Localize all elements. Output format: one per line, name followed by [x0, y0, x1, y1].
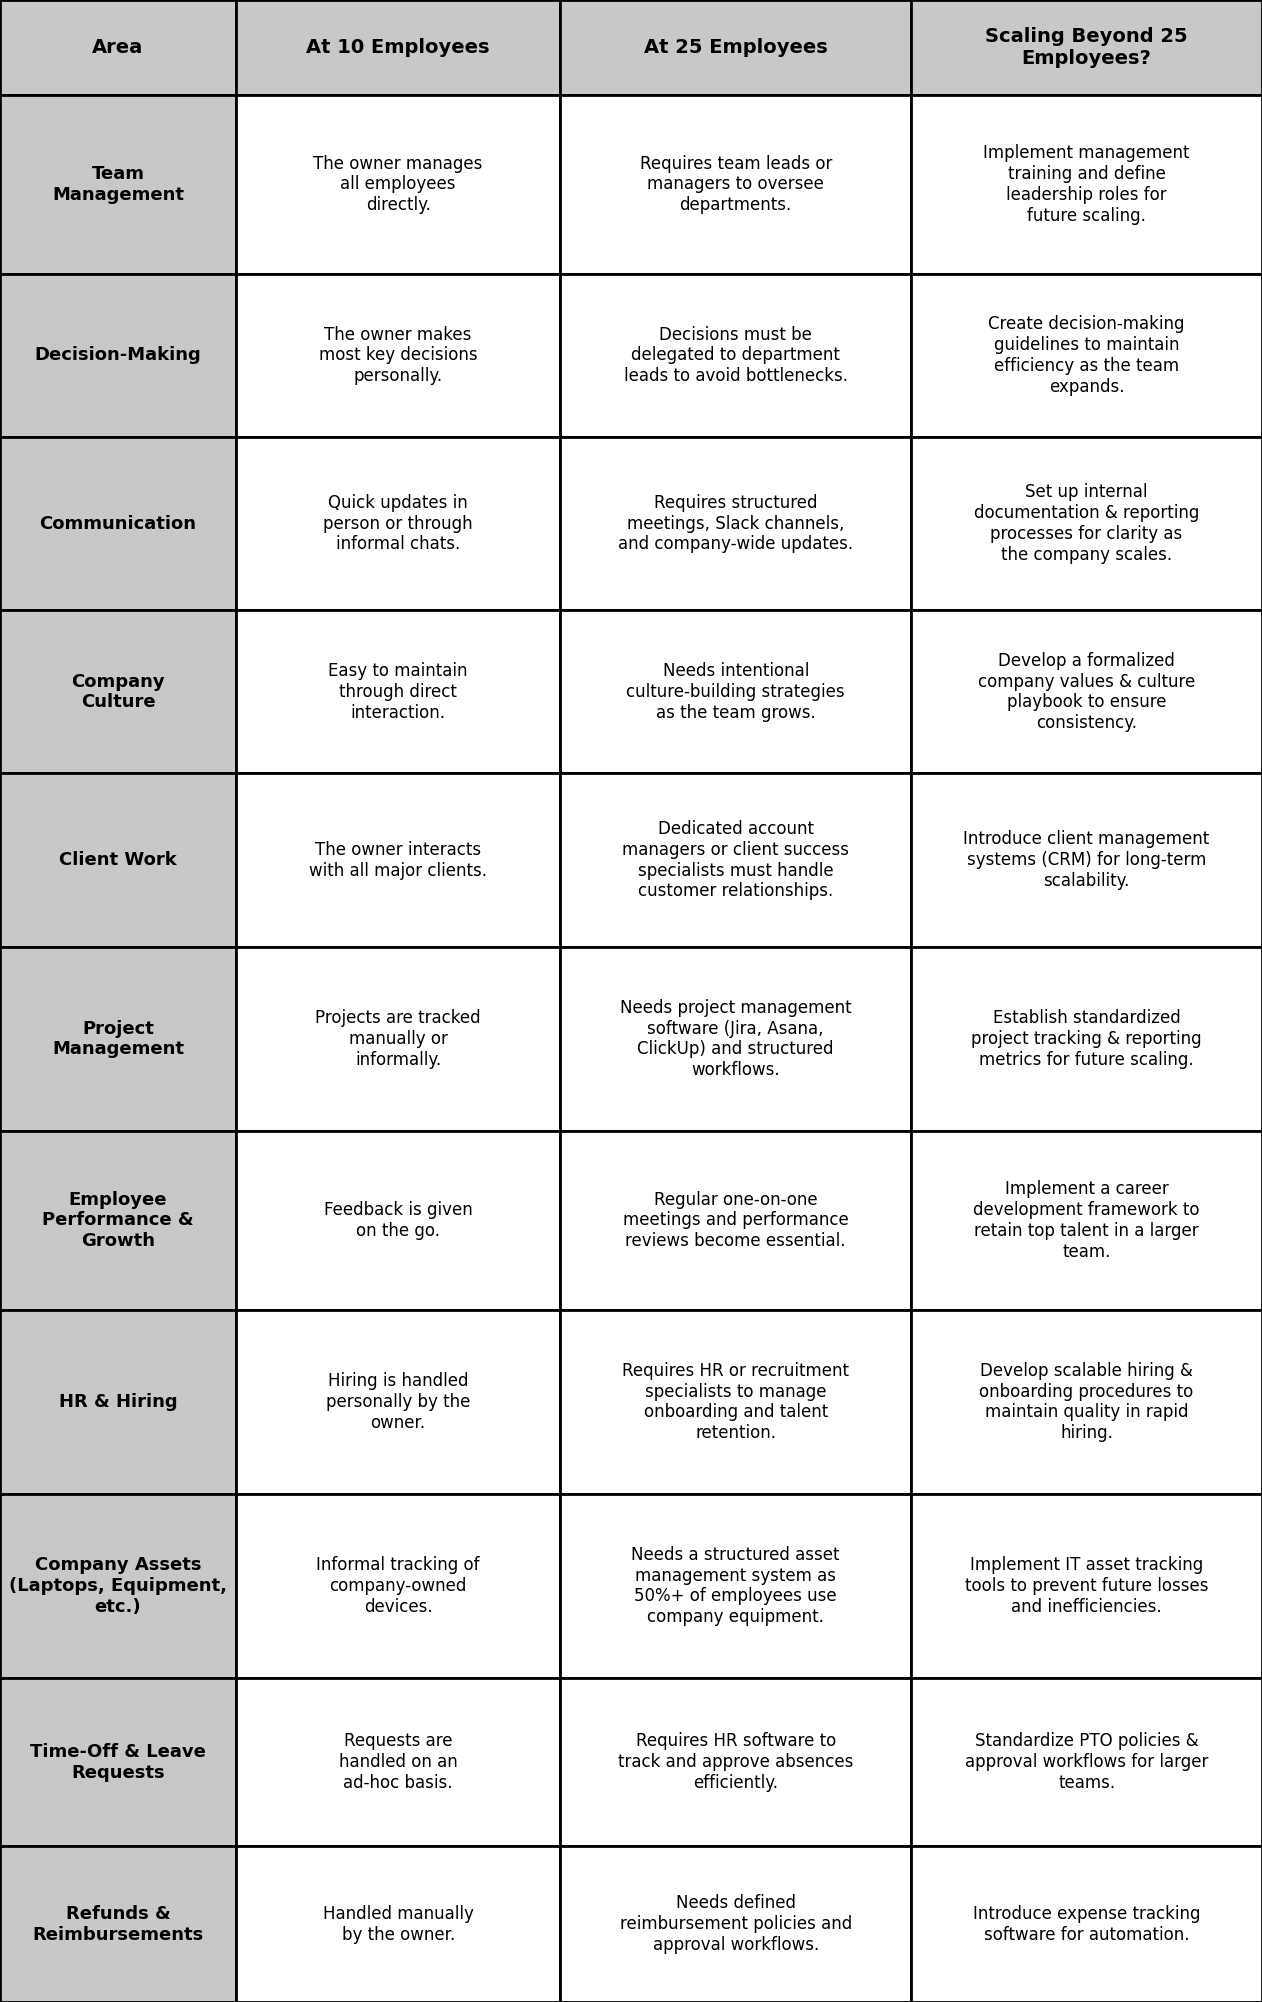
Text: Projects are tracked
manually or
informally.: Projects are tracked manually or informa…	[316, 1009, 481, 1069]
Text: Handled manually
by the owner.: Handled manually by the owner.	[323, 1904, 473, 1944]
Text: Implement IT asset tracking
tools to prevent future losses
and inefficiencies.: Implement IT asset tracking tools to pre…	[965, 1556, 1208, 1616]
Bar	[911, 1493, 1262, 1678]
Bar	[560, 274, 911, 436]
Bar	[0, 773, 236, 947]
Text: Needs a structured asset
management system as
50%+ of employees use
company equi: Needs a structured asset management syst…	[631, 1546, 840, 1626]
Text: The owner manages
all employees
directly.: The owner manages all employees directly…	[313, 154, 483, 214]
Text: Area: Area	[92, 38, 144, 56]
Bar	[911, 611, 1262, 773]
Bar	[560, 1846, 911, 2002]
Bar	[0, 1493, 236, 1678]
Text: The owner makes
most key decisions
personally.: The owner makes most key decisions perso…	[319, 326, 477, 384]
Bar	[236, 0, 560, 94]
Text: Easy to maintain
through direct
interaction.: Easy to maintain through direct interact…	[328, 663, 468, 723]
Text: Develop a formalized
company values & culture
playbook to ensure
consistency.: Develop a formalized company values & cu…	[978, 653, 1195, 733]
Text: Implement management
training and define
leadership roles for
future scaling.: Implement management training and define…	[983, 144, 1190, 224]
Text: Decisions must be
delegated to department
leads to avoid bottlenecks.: Decisions must be delegated to departmen…	[623, 326, 848, 384]
Text: Regular one-on-one
meetings and performance
reviews become essential.: Regular one-on-one meetings and performa…	[623, 1191, 848, 1251]
Text: Needs defined
reimbursement policies and
approval workflows.: Needs defined reimbursement policies and…	[620, 1894, 852, 1954]
Bar	[911, 274, 1262, 436]
Bar	[911, 1131, 1262, 1309]
Bar	[560, 1493, 911, 1678]
Text: At 10 Employees: At 10 Employees	[307, 38, 490, 56]
Bar	[0, 1309, 236, 1493]
Bar	[911, 947, 1262, 1131]
Text: Requests are
handled on an
ad-hoc basis.: Requests are handled on an ad-hoc basis.	[338, 1732, 458, 1792]
Bar	[236, 611, 560, 773]
Text: Needs project management
software (Jira, Asana,
ClickUp) and structured
workflow: Needs project management software (Jira,…	[620, 999, 852, 1079]
Bar	[0, 1678, 236, 1846]
Bar	[236, 1493, 560, 1678]
Text: Informal tracking of
company-owned
devices.: Informal tracking of company-owned devic…	[317, 1556, 480, 1616]
Bar	[236, 773, 560, 947]
Text: Develop scalable hiring &
onboarding procedures to
maintain quality in rapid
hir: Develop scalable hiring & onboarding pro…	[979, 1361, 1194, 1441]
Text: Project
Management: Project Management	[52, 1019, 184, 1059]
Text: Requires HR software to
track and approve absences
efficiently.: Requires HR software to track and approv…	[618, 1732, 853, 1792]
Text: At 25 Employees: At 25 Employees	[644, 38, 828, 56]
Text: Client Work: Client Work	[59, 851, 177, 869]
Bar	[0, 0, 236, 94]
Bar	[236, 436, 560, 611]
Bar	[236, 1131, 560, 1309]
Bar	[560, 436, 911, 611]
Text: Communication: Communication	[39, 515, 197, 533]
Bar	[560, 611, 911, 773]
Text: Create decision-making
guidelines to maintain
efficiency as the team
expands.: Create decision-making guidelines to mai…	[988, 314, 1185, 396]
Bar	[911, 1678, 1262, 1846]
Bar	[911, 1309, 1262, 1493]
Text: Dedicated account
managers or client success
specialists must handle
customer re: Dedicated account managers or client suc…	[622, 821, 849, 901]
Text: Implement a career
development framework to
retain top talent in a larger
team.: Implement a career development framework…	[973, 1181, 1200, 1261]
Bar	[560, 947, 911, 1131]
Bar	[236, 1846, 560, 2002]
Text: Introduce expense tracking
software for automation.: Introduce expense tracking software for …	[973, 1904, 1200, 1944]
Bar	[560, 773, 911, 947]
Bar	[0, 947, 236, 1131]
Text: The owner interacts
with all major clients.: The owner interacts with all major clien…	[309, 841, 487, 879]
Text: Requires HR or recruitment
specialists to manage
onboarding and talent
retention: Requires HR or recruitment specialists t…	[622, 1361, 849, 1441]
Bar	[236, 274, 560, 436]
Bar	[911, 0, 1262, 94]
Text: Needs intentional
culture-building strategies
as the team grows.: Needs intentional culture-building strat…	[626, 663, 846, 723]
Bar	[236, 1309, 560, 1493]
Bar	[0, 274, 236, 436]
Bar	[0, 94, 236, 274]
Text: Decision-Making: Decision-Making	[34, 346, 202, 364]
Text: Employee
Performance &
Growth: Employee Performance & Growth	[42, 1191, 194, 1251]
Text: Establish standardized
project tracking & reporting
metrics for future scaling.: Establish standardized project tracking …	[972, 1009, 1201, 1069]
Bar	[560, 1309, 911, 1493]
Text: Quick updates in
person or through
informal chats.: Quick updates in person or through infor…	[323, 494, 473, 553]
Text: Time-Off & Leave
Requests: Time-Off & Leave Requests	[30, 1744, 206, 1782]
Text: Requires structured
meetings, Slack channels,
and company-wide updates.: Requires structured meetings, Slack chan…	[618, 494, 853, 553]
Text: Company Assets
(Laptops, Equipment,
etc.): Company Assets (Laptops, Equipment, etc.…	[9, 1556, 227, 1616]
Bar	[236, 94, 560, 274]
Bar	[560, 0, 911, 94]
Bar	[560, 94, 911, 274]
Bar	[911, 436, 1262, 611]
Text: Company
Culture: Company Culture	[71, 673, 165, 711]
Bar	[0, 1846, 236, 2002]
Text: Standardize PTO policies &
approval workflows for larger
teams.: Standardize PTO policies & approval work…	[965, 1732, 1208, 1792]
Bar	[911, 1846, 1262, 2002]
Bar	[911, 94, 1262, 274]
Text: Requires team leads or
managers to oversee
departments.: Requires team leads or managers to overs…	[640, 154, 832, 214]
Bar	[0, 436, 236, 611]
Text: Feedback is given
on the go.: Feedback is given on the go.	[324, 1201, 472, 1239]
Bar	[560, 1131, 911, 1309]
Bar	[236, 1678, 560, 1846]
Bar	[560, 1678, 911, 1846]
Text: HR & Hiring: HR & Hiring	[59, 1393, 177, 1411]
Bar	[0, 1131, 236, 1309]
Bar	[0, 611, 236, 773]
Text: Introduce client management
systems (CRM) for long-term
scalability.: Introduce client management systems (CRM…	[963, 831, 1210, 891]
Text: Scaling Beyond 25
Employees?: Scaling Beyond 25 Employees?	[986, 26, 1188, 68]
Text: Team
Management: Team Management	[52, 164, 184, 204]
Bar	[911, 773, 1262, 947]
Text: Refunds &
Reimbursements: Refunds & Reimbursements	[33, 1904, 203, 1944]
Text: Set up internal
documentation & reporting
processes for clarity as
the company s: Set up internal documentation & reportin…	[974, 482, 1199, 565]
Bar	[236, 947, 560, 1131]
Text: Hiring is handled
personally by the
owner.: Hiring is handled personally by the owne…	[326, 1371, 471, 1431]
